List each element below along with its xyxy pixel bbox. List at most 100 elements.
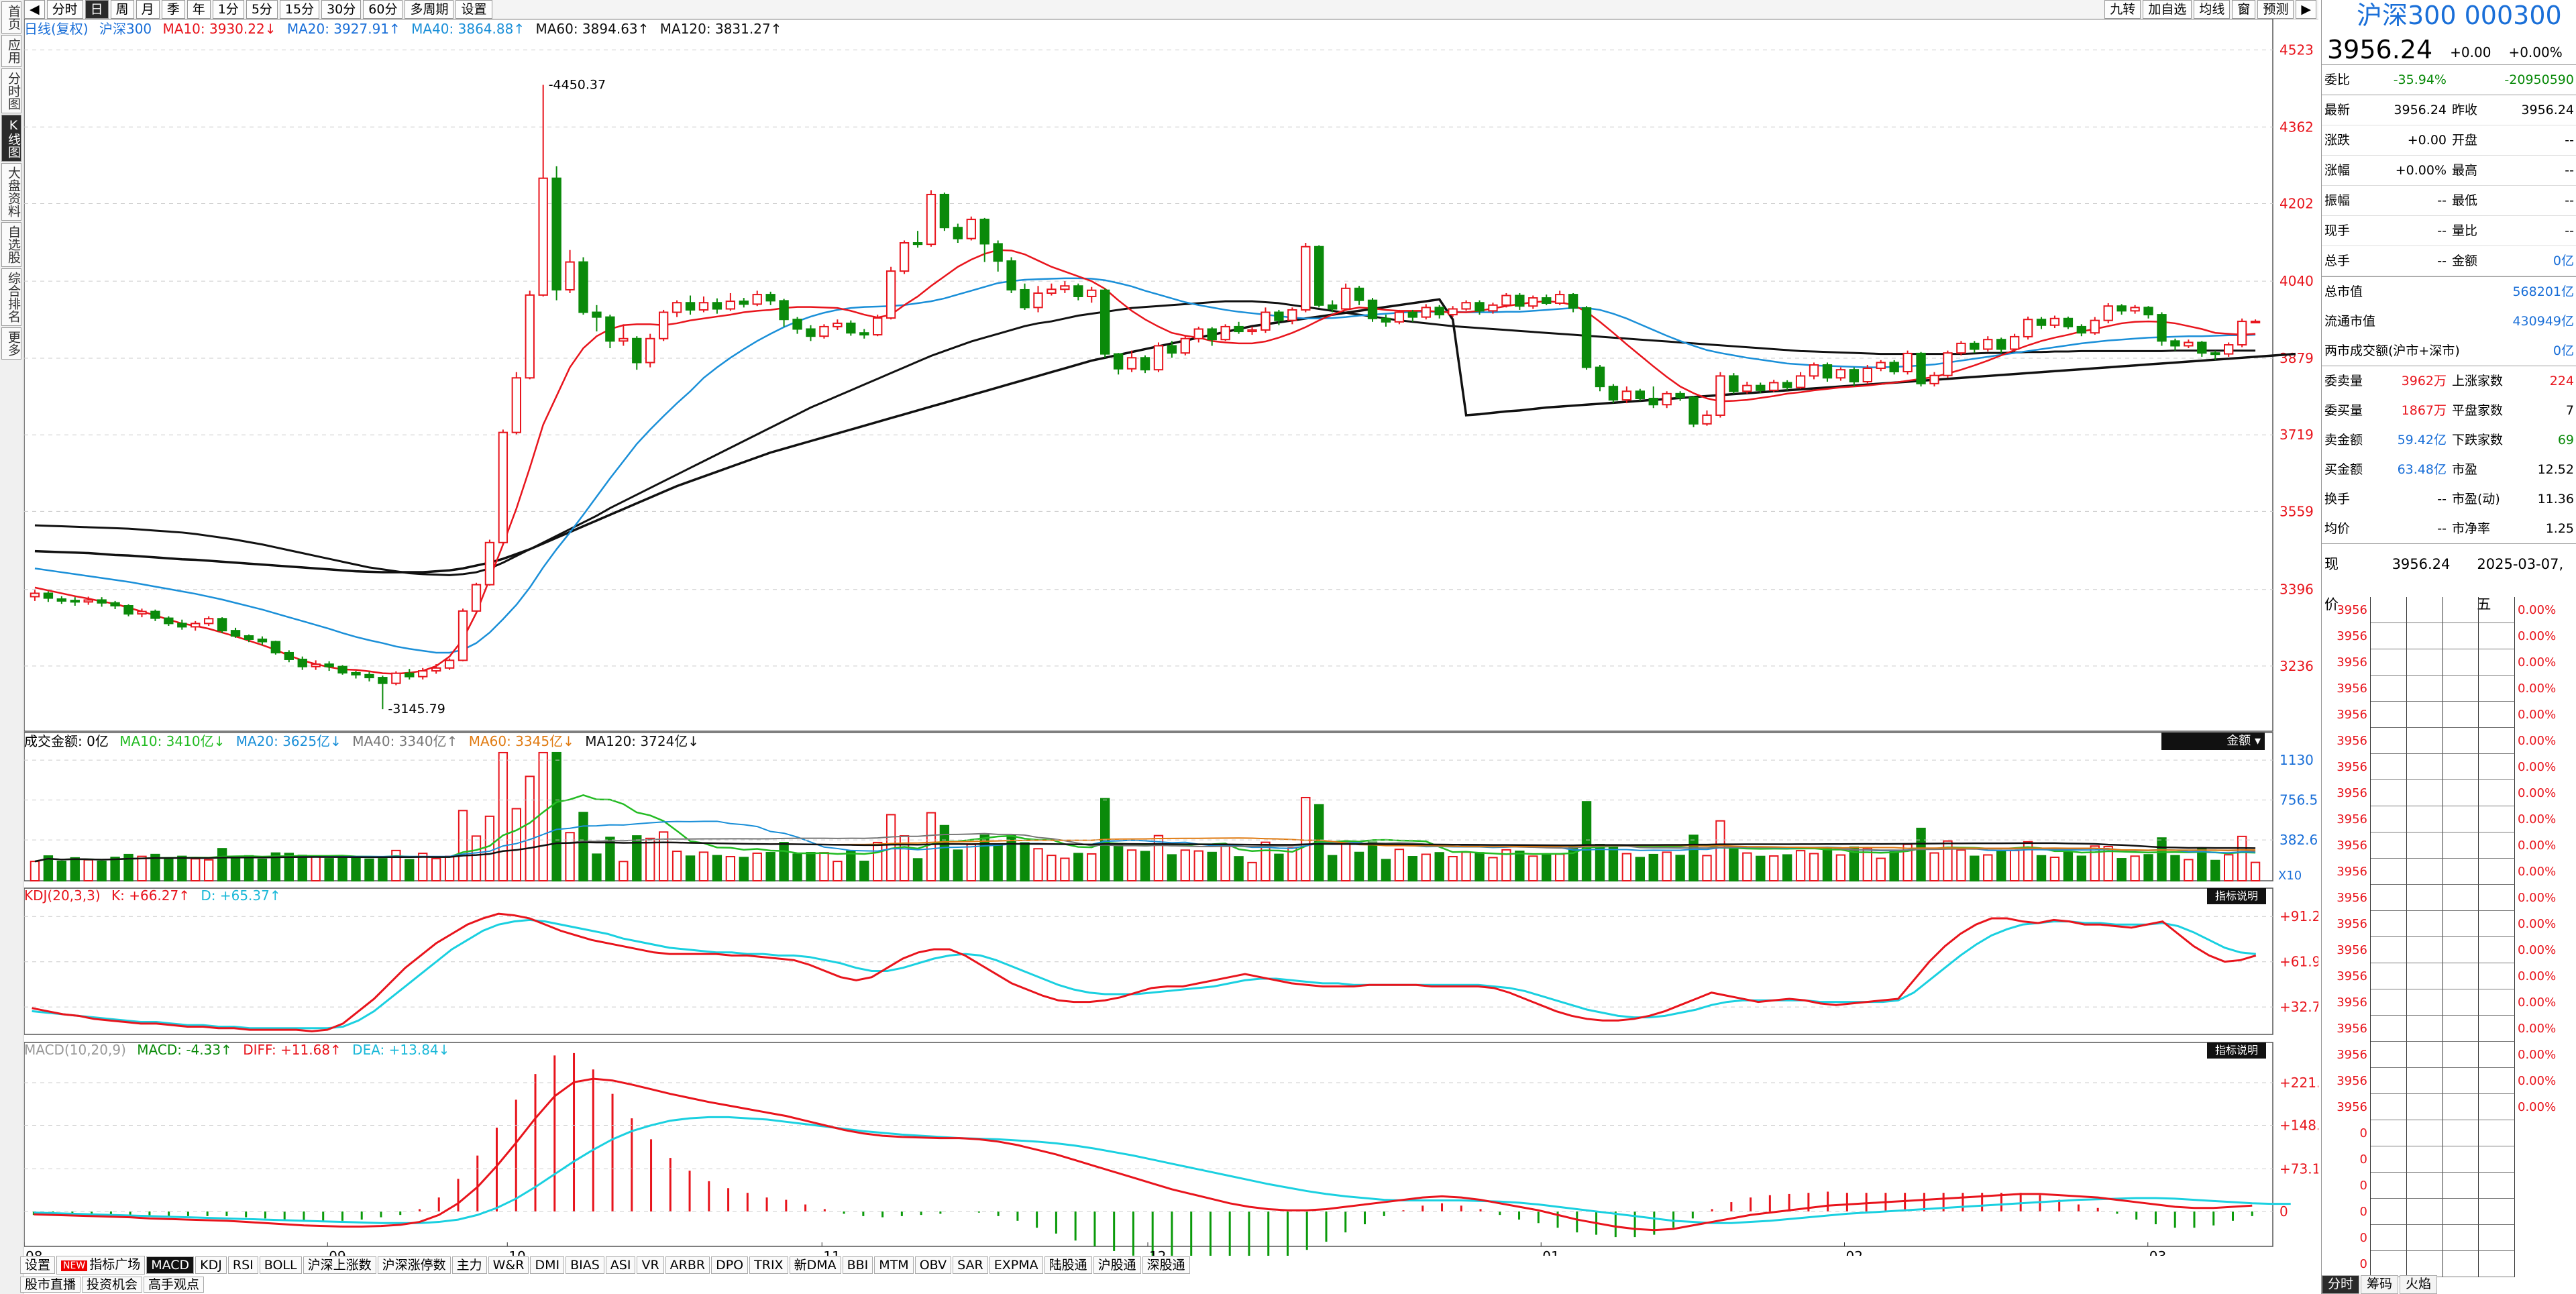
- indicator-tab-4[interactable]: RSI: [227, 1256, 258, 1274]
- candle[interactable]: [337, 665, 347, 675]
- candle[interactable]: [1153, 342, 1164, 372]
- toolbar-item-9[interactable]: 30分: [321, 0, 362, 19]
- candle[interactable]: [378, 676, 388, 710]
- bottom-tab-2[interactable]: 高手观点: [144, 1277, 205, 1293]
- candle[interactable]: [1407, 309, 1418, 322]
- toolbar-item-3[interactable]: 月: [136, 0, 160, 19]
- candle[interactable]: [297, 656, 307, 670]
- candle[interactable]: [1394, 309, 1405, 325]
- candle[interactable]: [244, 634, 254, 643]
- indicator-tab-2[interactable]: MACD: [146, 1256, 195, 1274]
- candle[interactable]: [1354, 286, 1364, 305]
- candle[interactable]: [632, 336, 642, 370]
- bottom-tab-1[interactable]: 投资机会: [82, 1277, 143, 1293]
- candle[interactable]: [1970, 341, 1980, 354]
- candle[interactable]: [2076, 324, 2087, 337]
- candle[interactable]: [605, 315, 615, 349]
- quote-bottom-tab-1[interactable]: 筹码: [2361, 1275, 2399, 1294]
- candle[interactable]: [619, 324, 629, 346]
- volume-dropdown[interactable]: 金额 ▾: [2161, 733, 2265, 750]
- candle[interactable]: [391, 671, 401, 686]
- indicator-tab-9[interactable]: W&R: [488, 1256, 529, 1274]
- candle[interactable]: [1983, 336, 1993, 352]
- candle[interactable]: [431, 664, 441, 674]
- toolbar-right-item-3[interactable]: 窗: [2232, 0, 2256, 19]
- candle[interactable]: [993, 240, 1003, 272]
- candle[interactable]: [1608, 384, 1619, 404]
- candle[interactable]: [873, 315, 883, 337]
- toolbar-item-7[interactable]: 5分: [246, 0, 278, 19]
- indicator-tab-20[interactable]: OBV: [914, 1256, 952, 1274]
- candle[interactable]: [1180, 336, 1191, 356]
- macd-help-button[interactable]: 指标说明: [2207, 1042, 2266, 1059]
- candle[interactable]: [806, 325, 816, 341]
- candle[interactable]: [1795, 372, 1806, 389]
- indicator-tab-5[interactable]: BOLL: [259, 1256, 302, 1274]
- candle[interactable]: [1501, 292, 1511, 308]
- candle[interactable]: [538, 85, 548, 296]
- candle[interactable]: [1849, 367, 1860, 387]
- candle[interactable]: [30, 590, 40, 601]
- candle[interactable]: [203, 616, 214, 626]
- candle[interactable]: [324, 661, 334, 671]
- candle[interactable]: [939, 193, 950, 231]
- toolbar-item-5[interactable]: 年: [186, 0, 211, 19]
- candle[interactable]: [1488, 303, 1498, 314]
- candle[interactable]: [1621, 386, 1632, 404]
- candle[interactable]: [1902, 350, 1913, 375]
- chart-svg[interactable]: 4523 4362 4202 4040 3879 3719 3559 3396 3236 -445…: [23, 18, 2329, 1266]
- candle[interactable]: [725, 292, 736, 311]
- candle[interactable]: [2090, 317, 2100, 335]
- candle[interactable]: [364, 671, 374, 682]
- candle[interactable]: [1100, 288, 1110, 358]
- candle[interactable]: [1060, 281, 1070, 293]
- candle[interactable]: [2250, 319, 2261, 324]
- candle[interactable]: [56, 596, 67, 604]
- candle[interactable]: [270, 641, 281, 655]
- candle[interactable]: [979, 217, 989, 262]
- candle[interactable]: [1675, 391, 1685, 401]
- candle[interactable]: [672, 300, 682, 317]
- candle[interactable]: [1635, 388, 1645, 401]
- candle[interactable]: [1327, 300, 1338, 313]
- candle[interactable]: [191, 621, 201, 631]
- candle[interactable]: [1809, 362, 1819, 380]
- candle[interactable]: [1542, 294, 1552, 305]
- candle[interactable]: [953, 223, 963, 244]
- candle[interactable]: [2049, 315, 2060, 329]
- candle[interactable]: [2197, 341, 2207, 357]
- indicator-tab-0[interactable]: 设置: [20, 1256, 56, 1274]
- candle[interactable]: [1020, 283, 1030, 310]
- candle[interactable]: [1301, 243, 1311, 313]
- candle[interactable]: [83, 596, 93, 605]
- indicator-tab-18[interactable]: BBI: [842, 1256, 873, 1274]
- candle[interactable]: [1769, 380, 1779, 392]
- candle[interactable]: [1274, 309, 1284, 325]
- candle[interactable]: [1756, 382, 1766, 394]
- candle[interactable]: [1515, 292, 1525, 310]
- candle[interactable]: [1033, 286, 1043, 313]
- candle[interactable]: [658, 309, 669, 341]
- candle[interactable]: [966, 216, 976, 241]
- candle[interactable]: [217, 617, 227, 633]
- toolbar-item-0[interactable]: 分时: [46, 0, 83, 19]
- candle[interactable]: [1474, 300, 1485, 315]
- toolbar-item-10[interactable]: 60分: [363, 0, 403, 19]
- candle[interactable]: [1260, 307, 1271, 333]
- indicator-tab-3[interactable]: KDJ: [195, 1256, 227, 1274]
- candle[interactable]: [819, 324, 829, 339]
- candle[interactable]: [97, 597, 107, 607]
- candle[interactable]: [1822, 362, 1833, 382]
- candle[interactable]: [1340, 283, 1351, 311]
- candle[interactable]: [1835, 367, 1846, 381]
- candle[interactable]: [1889, 360, 1899, 375]
- candle[interactable]: [2103, 303, 2113, 323]
- candle[interactable]: [498, 429, 508, 545]
- candle[interactable]: [1126, 350, 1137, 372]
- candle[interactable]: [1247, 326, 1257, 335]
- candle[interactable]: [1528, 295, 1538, 309]
- candle[interactable]: [1876, 360, 1886, 372]
- quote-bottom-tab-2[interactable]: 火焰: [2400, 1275, 2438, 1294]
- nav-right-icon[interactable]: ▶: [2296, 0, 2316, 19]
- candle[interactable]: [1929, 372, 1939, 387]
